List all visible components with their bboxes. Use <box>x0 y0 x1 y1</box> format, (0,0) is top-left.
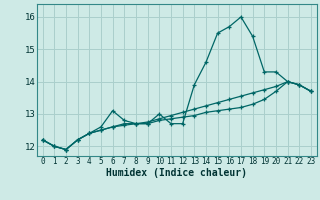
X-axis label: Humidex (Indice chaleur): Humidex (Indice chaleur) <box>106 168 247 178</box>
